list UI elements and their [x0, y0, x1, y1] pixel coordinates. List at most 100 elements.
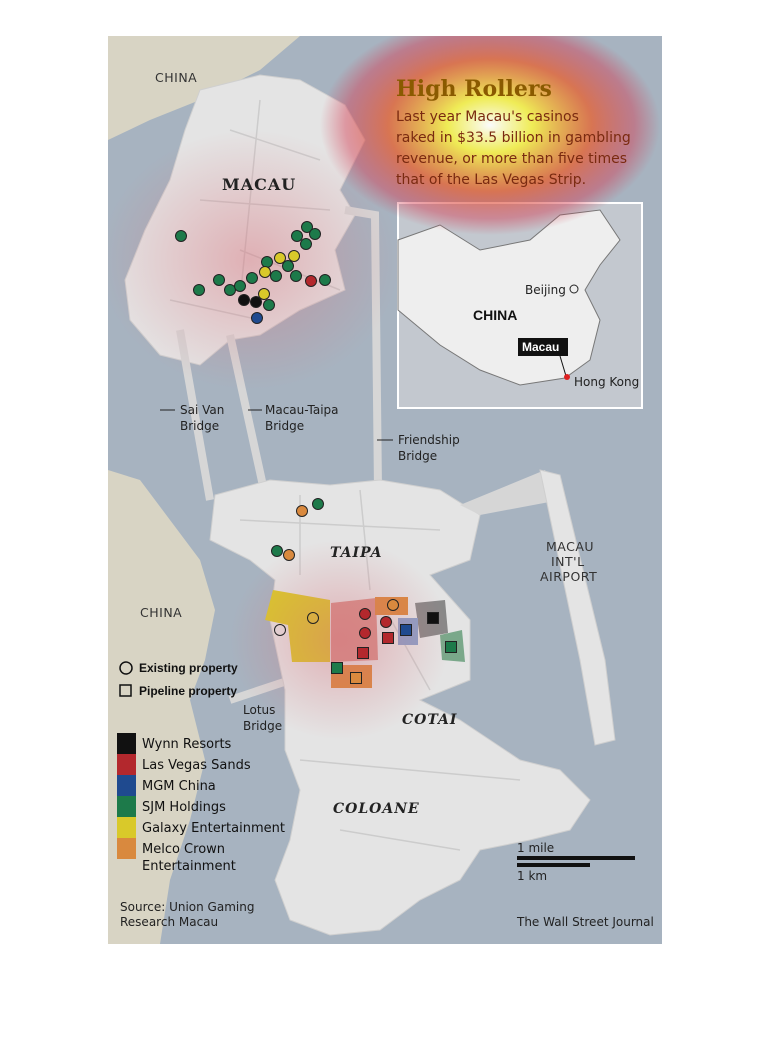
label-sai-van-bridge: Sai Van Bridge	[160, 403, 224, 433]
svg-text:Friendship: Friendship	[398, 433, 460, 447]
existing-property-marker	[270, 270, 282, 282]
casino-markers	[175, 221, 457, 684]
legend-swatch	[117, 733, 136, 754]
existing-property-marker	[251, 312, 263, 324]
dek-line: that of the Las Vegas Strip.	[396, 172, 586, 188]
svg-text:AIRPORT: AIRPORT	[540, 569, 597, 584]
existing-property-marker	[359, 608, 371, 620]
existing-property-marker	[234, 280, 246, 292]
existing-property-marker	[259, 266, 271, 278]
pipeline-property-marker	[382, 632, 394, 644]
beijing-marker-icon	[569, 284, 579, 294]
existing-property-marker	[261, 256, 273, 268]
pipeline-property-marker	[427, 612, 439, 624]
existing-property-marker	[274, 624, 286, 636]
legend-label: Melco Crown	[142, 842, 225, 857]
label-friendship-bridge: Friendship Bridge	[377, 433, 460, 463]
existing-property-marker	[263, 299, 275, 311]
existing-property-marker	[193, 284, 205, 296]
mainland-top	[108, 36, 300, 140]
existing-property-marker	[380, 616, 392, 628]
existing-property-marker	[282, 260, 294, 272]
existing-property-marker	[224, 284, 236, 296]
existing-property-marker	[301, 221, 313, 233]
label-cotai: COTAI	[402, 712, 457, 728]
svg-text:Bridge: Bridge	[265, 419, 304, 433]
existing-property-marker	[213, 274, 225, 286]
pipeline-property-marker	[445, 641, 457, 653]
label-china-left: CHINA	[140, 605, 182, 620]
legend-swatch	[117, 754, 136, 775]
legend-swatch	[117, 817, 136, 838]
inset-hongkong-label: Hong Kong	[574, 375, 639, 389]
source-note: Source: Union Gaming	[120, 900, 254, 914]
svg-text:Lotus: Lotus	[243, 703, 275, 717]
svg-text:MACAU: MACAU	[546, 539, 594, 554]
svg-text:Macau-Taipa: Macau-Taipa	[265, 403, 339, 417]
svg-text:Bridge: Bridge	[180, 419, 219, 433]
dek-line: revenue, or more than five times	[396, 151, 627, 167]
legend-swatch	[117, 796, 136, 817]
svg-text:Bridge: Bridge	[398, 449, 437, 463]
existing-property-marker	[296, 505, 308, 517]
label-taipa: TAIPA	[330, 545, 382, 561]
pipeline-property-marker	[357, 647, 369, 659]
label-coloane: COLOANE	[333, 801, 420, 817]
map-title: High Rollers	[396, 76, 552, 102]
existing-property-marker	[258, 288, 270, 300]
credit: The Wall Street Journal	[516, 915, 654, 929]
existing-property-marker	[319, 274, 331, 286]
airport-link	[460, 470, 560, 515]
label-china-top: CHINA	[155, 70, 197, 85]
existing-property-marker	[274, 252, 286, 264]
legend-pipeline: Pipeline property	[139, 684, 237, 698]
existing-property-marker	[271, 545, 283, 557]
legend-label: Wynn Resorts	[142, 737, 232, 752]
heat-title	[320, 36, 660, 235]
pipeline-property-marker	[350, 672, 362, 684]
macau-callout	[518, 338, 568, 356]
label-macau-taipa-bridge: Macau-Taipa Bridge	[248, 403, 339, 433]
legend-label: SJM Holdings	[142, 800, 226, 815]
label-airport: MACAU INT'L AIRPORT	[540, 539, 597, 584]
macau-marker-icon	[564, 374, 570, 380]
existing-property-marker	[250, 296, 262, 308]
existing-property-marker	[387, 599, 399, 611]
svg-text:Bridge: Bridge	[243, 719, 282, 733]
pipeline-property-marker	[400, 624, 412, 636]
source-note: Research Macau	[120, 915, 218, 929]
existing-property-marker	[312, 498, 324, 510]
existing-property-marker	[291, 230, 303, 242]
inset-map: CHINA Beijing Macau Hong Kong	[397, 202, 643, 409]
existing-property-marker	[300, 238, 312, 250]
operator-legend: Wynn Resorts Las Vegas Sands MGM China SJM …	[117, 733, 285, 874]
legend-existing: Existing property	[139, 661, 238, 675]
inset-china-label: CHINA	[473, 307, 517, 323]
existing-property-marker	[246, 272, 258, 284]
heat-macau	[108, 130, 400, 390]
inset-beijing-label: Beijing	[525, 283, 566, 297]
svg-text:INT'L: INT'L	[551, 554, 585, 569]
existing-property-marker	[283, 549, 295, 561]
legend-swatch	[117, 838, 136, 859]
legend-label: MGM China	[142, 779, 216, 794]
heat-cotai	[230, 540, 450, 740]
legend-label: Las Vegas Sands	[142, 758, 251, 773]
inset-macau-label: Macau	[522, 340, 559, 354]
airport-runway	[539, 469, 616, 746]
existing-property-marker	[238, 294, 250, 306]
existing-property-marker	[175, 230, 187, 242]
existing-property-marker	[307, 612, 319, 624]
circle-icon	[119, 661, 133, 675]
legend-swatch	[117, 775, 136, 796]
scale-bar: 1 mile 1 km	[517, 841, 635, 883]
label-lotus-bridge: Lotus Bridge	[243, 703, 282, 733]
dek-line: Last year Macau's casinos	[396, 109, 579, 125]
dek-line: raked in $33.5 billion in gambling	[396, 130, 631, 146]
pipeline-property-marker	[331, 662, 343, 674]
label-macau: MACAU	[222, 175, 296, 194]
square-icon	[119, 684, 132, 697]
svg-text:Sai Van: Sai Van	[180, 403, 224, 417]
